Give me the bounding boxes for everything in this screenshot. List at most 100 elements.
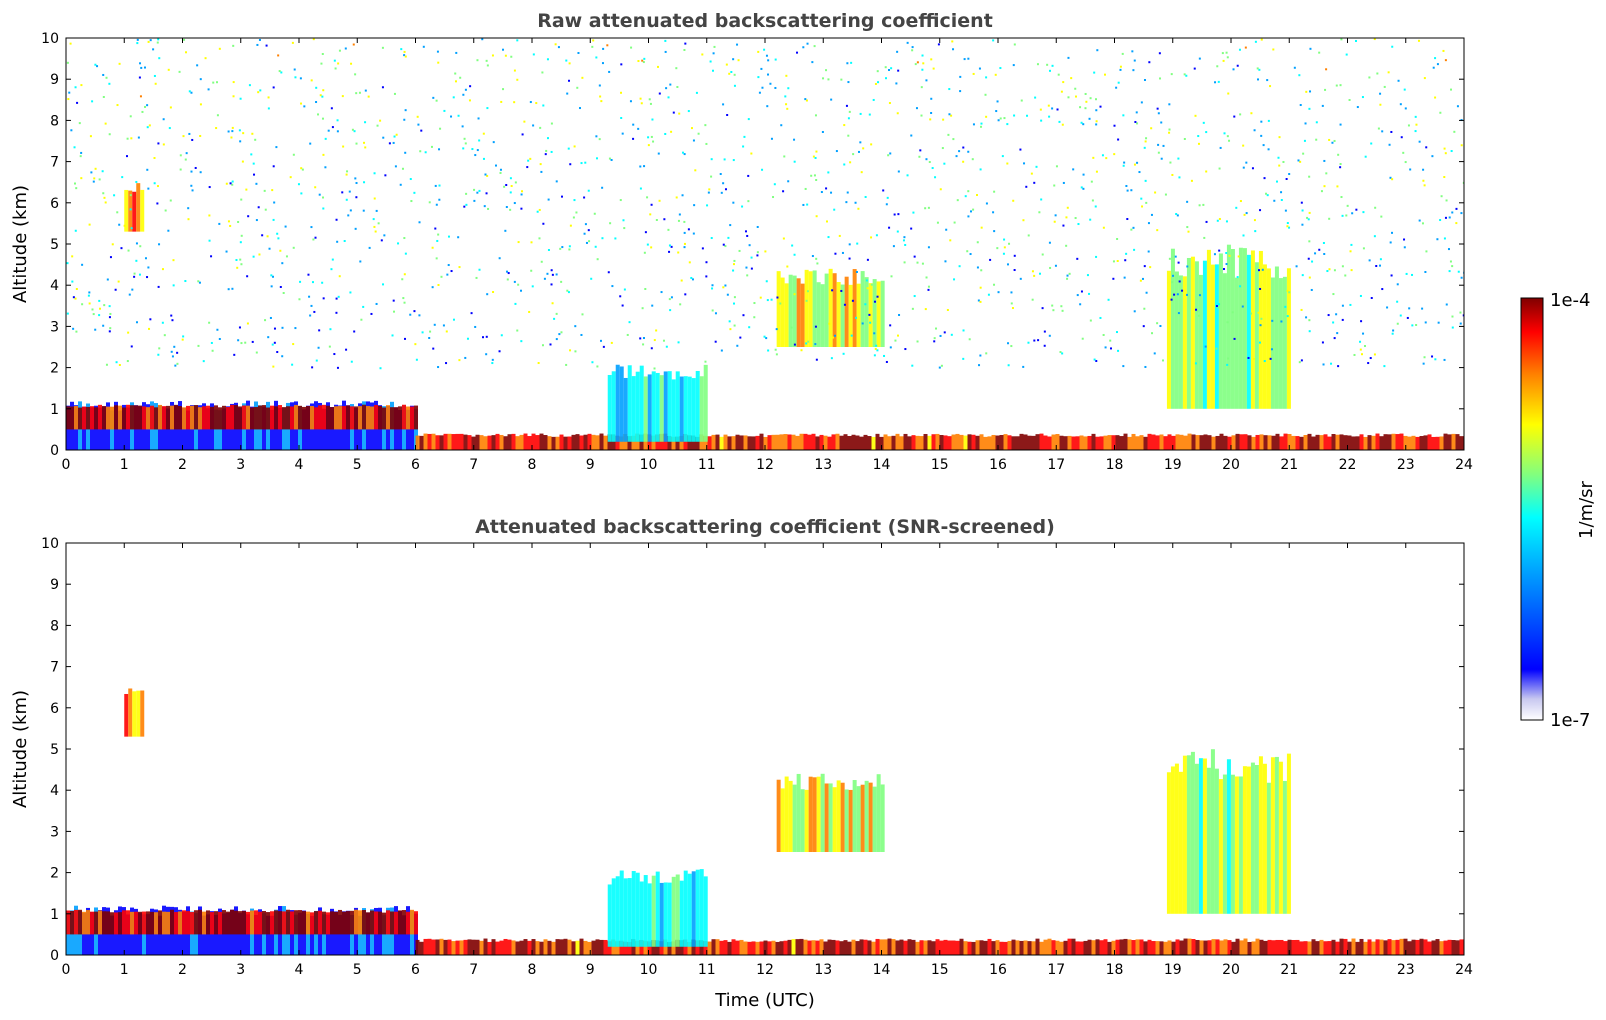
noise-pixel bbox=[614, 237, 617, 240]
noise-pixel bbox=[321, 117, 324, 120]
noise-pixel bbox=[431, 286, 434, 289]
noise-pixel bbox=[1065, 216, 1068, 219]
noise-pixel bbox=[1082, 123, 1085, 126]
column bbox=[1259, 939, 1264, 955]
noise-pixel bbox=[742, 145, 745, 148]
noise-pixel bbox=[1086, 274, 1089, 277]
noise-pixel bbox=[670, 245, 673, 248]
noise-pixel bbox=[1217, 80, 1220, 83]
noise-pixel bbox=[169, 199, 172, 202]
column bbox=[1335, 434, 1340, 450]
column bbox=[234, 910, 238, 935]
noise-pixel bbox=[550, 269, 553, 272]
column bbox=[955, 433, 960, 450]
column bbox=[1198, 274, 1203, 409]
column bbox=[1399, 938, 1404, 955]
noise-pixel bbox=[403, 118, 406, 121]
noise-pixel bbox=[931, 167, 934, 170]
column bbox=[110, 915, 114, 955]
column bbox=[1307, 433, 1312, 450]
column bbox=[250, 910, 254, 935]
noise-pixel bbox=[118, 223, 121, 226]
column bbox=[836, 282, 841, 347]
noise-pixel bbox=[774, 86, 777, 89]
noise-pixel bbox=[521, 190, 524, 193]
noise-pixel bbox=[141, 110, 144, 113]
column bbox=[1247, 435, 1252, 450]
column bbox=[1270, 757, 1275, 914]
noise-pixel bbox=[642, 343, 645, 346]
noise-pixel bbox=[207, 88, 210, 91]
noise-pixel bbox=[870, 143, 873, 146]
noise-pixel bbox=[561, 246, 564, 249]
noise-pixel bbox=[737, 59, 740, 62]
noise-pixel bbox=[736, 344, 739, 347]
noise-pixel bbox=[1320, 190, 1323, 193]
noise-pixel bbox=[1122, 114, 1125, 117]
noise-pixel bbox=[116, 104, 119, 107]
noise-pixel bbox=[584, 223, 587, 226]
noise-pixel bbox=[463, 205, 466, 208]
noise-pixel bbox=[157, 285, 160, 288]
colorbar-gradient bbox=[1520, 297, 1544, 721]
noise-pixel bbox=[906, 174, 909, 177]
noise-pixel bbox=[939, 334, 942, 337]
noise-pixel bbox=[632, 137, 635, 140]
noise-pixel bbox=[1307, 218, 1310, 221]
noise-pixel bbox=[1455, 207, 1458, 210]
column bbox=[1235, 938, 1240, 955]
noise-pixel bbox=[1335, 313, 1338, 316]
noise-pixel bbox=[623, 227, 626, 230]
noise-pixel bbox=[725, 63, 728, 66]
column bbox=[959, 434, 964, 450]
column bbox=[1155, 941, 1160, 955]
column bbox=[1218, 253, 1223, 409]
column bbox=[414, 911, 418, 935]
noise-pixel bbox=[318, 329, 321, 332]
x-tick-label: 23 bbox=[1397, 457, 1415, 473]
column bbox=[1291, 939, 1296, 955]
y-tick-label: 10 bbox=[41, 31, 59, 47]
noise-pixel bbox=[1447, 248, 1450, 251]
noise-pixel bbox=[1048, 334, 1051, 337]
column bbox=[82, 406, 86, 430]
noise-pixel bbox=[538, 237, 541, 240]
noise-pixel bbox=[1143, 307, 1146, 310]
cloud-3 bbox=[1166, 244, 1291, 409]
noise-pixel bbox=[105, 76, 108, 79]
noise-pixel bbox=[1136, 161, 1139, 164]
noise-pixel bbox=[74, 297, 77, 300]
noise-pixel bbox=[528, 310, 531, 313]
column bbox=[543, 939, 548, 955]
noise-pixel bbox=[906, 41, 909, 44]
column bbox=[919, 436, 924, 450]
noise-pixel bbox=[1381, 130, 1384, 133]
column bbox=[439, 938, 444, 955]
column bbox=[856, 786, 861, 852]
column bbox=[828, 268, 833, 347]
noise-pixel bbox=[1295, 265, 1298, 268]
noise-pixel bbox=[1301, 223, 1304, 226]
noise-pixel bbox=[1136, 122, 1139, 125]
column bbox=[959, 938, 964, 955]
column bbox=[138, 911, 142, 935]
noise-pixel bbox=[984, 93, 987, 96]
noise-pixel bbox=[650, 347, 653, 350]
noise-pixel bbox=[1445, 303, 1448, 306]
noise-pixel bbox=[477, 117, 480, 120]
noise-pixel bbox=[776, 296, 779, 299]
column bbox=[844, 789, 849, 852]
noise-pixel bbox=[840, 289, 843, 292]
noise-pixel bbox=[941, 147, 944, 150]
column bbox=[955, 940, 960, 955]
y-tick-label: 2 bbox=[50, 361, 59, 377]
x-tick-label: 3 bbox=[236, 457, 245, 473]
noise-pixel bbox=[514, 302, 517, 305]
noise-pixel bbox=[1055, 165, 1058, 168]
column bbox=[455, 940, 460, 955]
colorbar-unit-label: 1/m/sr bbox=[1576, 480, 1597, 538]
noise-pixel bbox=[1257, 78, 1260, 81]
noise-pixel bbox=[284, 225, 287, 228]
noise-pixel bbox=[710, 237, 713, 240]
noise-pixel bbox=[916, 261, 919, 264]
